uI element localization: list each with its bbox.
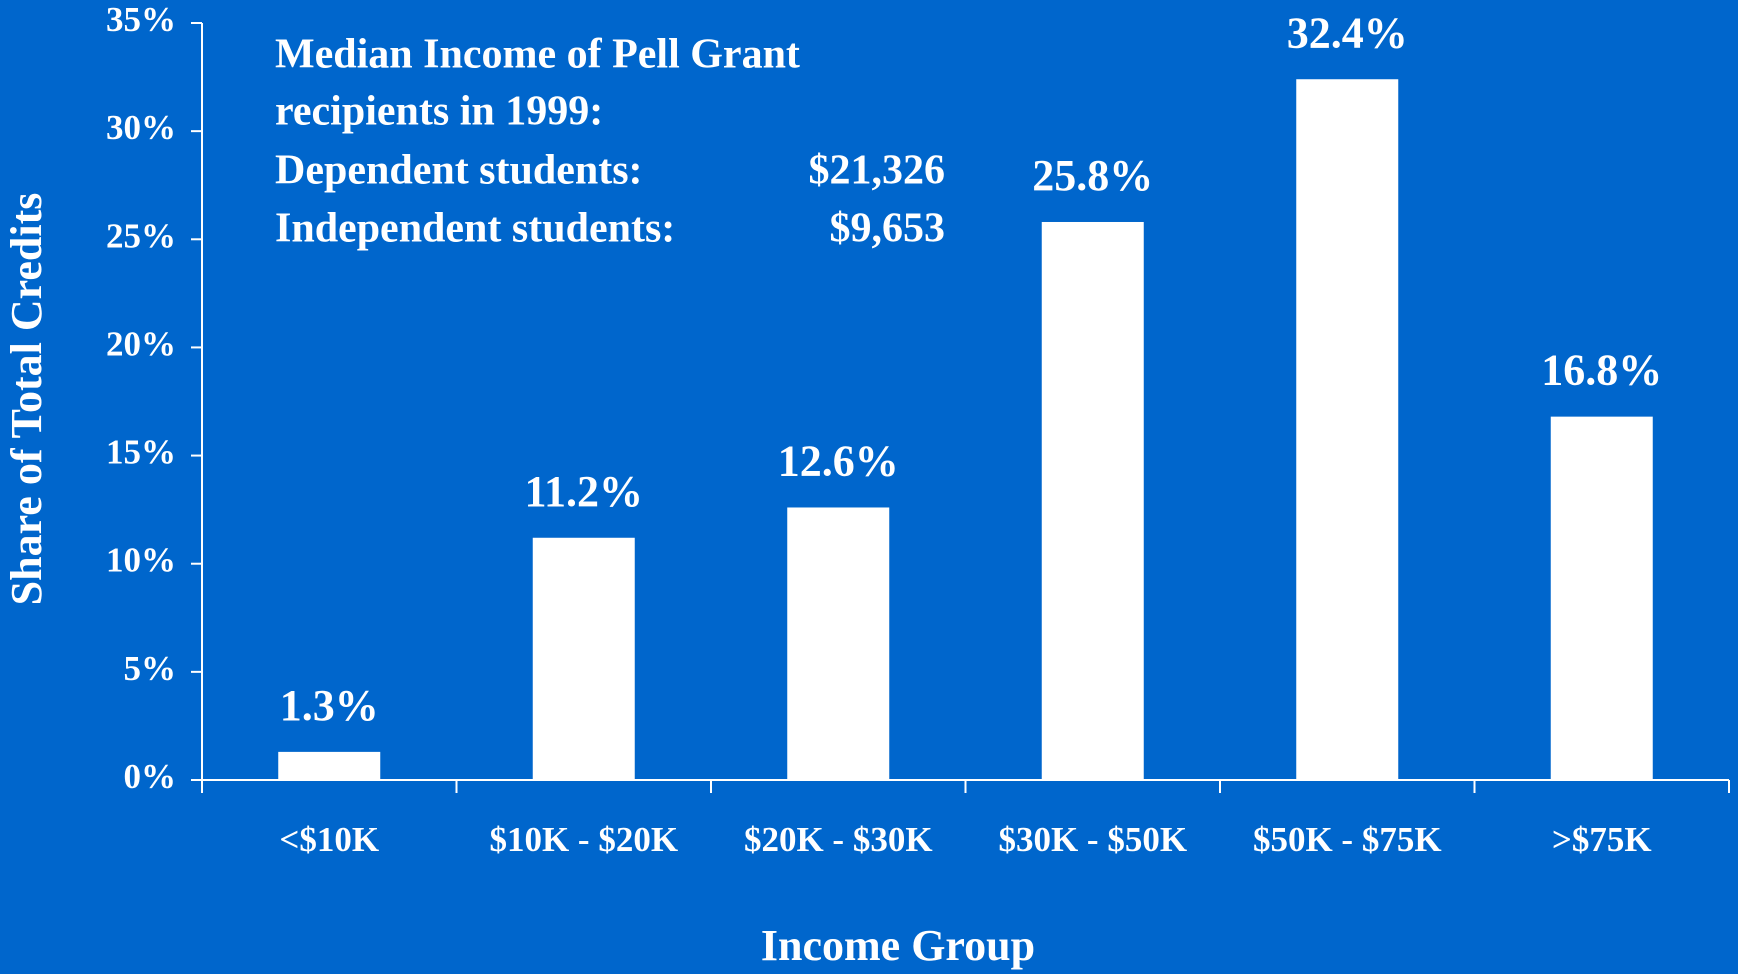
- annotation-label: Independent students:: [275, 206, 675, 252]
- bar: [1550, 416, 1653, 780]
- y-tick-label: 15%: [106, 433, 176, 472]
- value-label: 25.8%: [1032, 151, 1153, 200]
- value-label: 32.4%: [1287, 8, 1408, 57]
- value-label: 12.6%: [778, 437, 899, 486]
- y-tick-label: 20%: [106, 324, 176, 363]
- x-tick-label: $10K - $20K: [489, 820, 678, 859]
- x-tick-label: >$75K: [1552, 820, 1652, 859]
- bar: [787, 507, 890, 780]
- annotation-line: Median Income of Pell Grant: [275, 32, 800, 78]
- y-tick-label: 0%: [124, 757, 177, 796]
- x-tick-label: $20K - $30K: [744, 820, 933, 859]
- value-label: 11.2%: [524, 467, 643, 516]
- y-tick-label: 10%: [106, 541, 176, 580]
- bar: [278, 751, 381, 780]
- x-tick-label: $50K - $75K: [1253, 820, 1442, 859]
- bar: [532, 537, 635, 780]
- annotation-value: $21,326: [809, 148, 946, 194]
- x-tick-label: <$10K: [279, 820, 379, 859]
- annotation-value: $9,653: [830, 206, 946, 252]
- bar: [1041, 221, 1144, 781]
- y-tick-label: 30%: [106, 108, 176, 147]
- annotation-label: Dependent students:: [275, 148, 643, 194]
- x-axis-title: Income Group: [761, 921, 1035, 970]
- x-tick-label: $30K - $50K: [998, 820, 1187, 859]
- y-tick-label: 25%: [106, 216, 176, 255]
- value-label: 16.8%: [1541, 346, 1662, 395]
- y-axis-title: Share of Total Credits: [2, 193, 51, 606]
- value-label: 1.3%: [280, 681, 379, 730]
- bar: [1296, 79, 1399, 781]
- y-tick-label: 35%: [106, 0, 176, 39]
- y-tick-label: 5%: [124, 649, 177, 688]
- annotation-line: recipients in 1999:: [275, 89, 603, 135]
